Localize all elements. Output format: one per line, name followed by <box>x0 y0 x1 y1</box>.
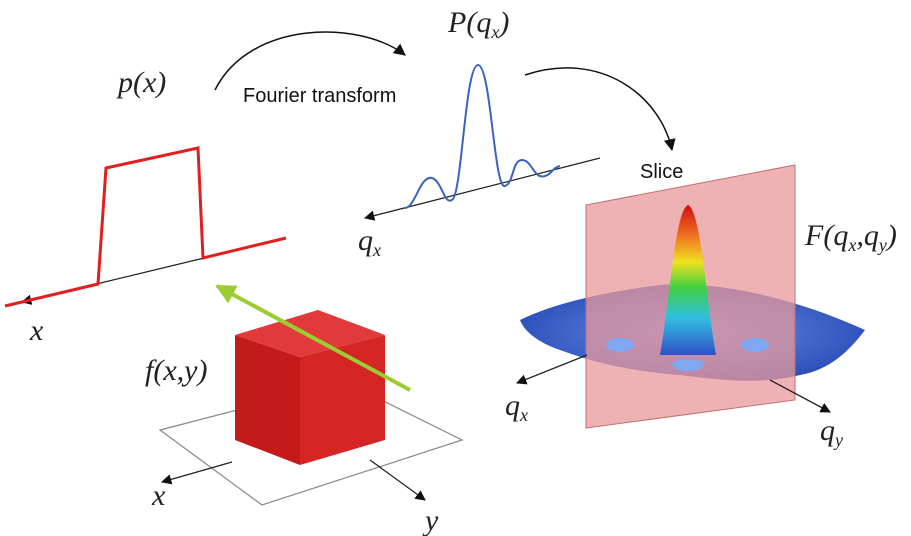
arrow <box>525 68 672 150</box>
axis <box>517 355 587 383</box>
ripple <box>672 359 704 371</box>
label: F(qx,qy) <box>804 219 897 255</box>
label: Slice <box>640 161 683 183</box>
subscript: x <box>847 235 856 255</box>
label-part: q <box>358 224 373 257</box>
subscript: x <box>519 405 528 425</box>
diagram: p(x) x Fourier transform P(qx) qx Slice … <box>0 0 911 536</box>
label: P(qx) <box>447 6 509 42</box>
arrow <box>215 32 405 90</box>
label: qx <box>358 224 381 260</box>
label-part: q <box>820 414 835 447</box>
subscript: y <box>833 430 843 450</box>
sinc-curve <box>405 65 560 208</box>
subscript: x <box>490 22 499 42</box>
label: qx <box>505 389 528 425</box>
label: f(x,y) <box>145 354 207 387</box>
label: x <box>151 479 166 512</box>
label: x <box>29 314 44 347</box>
label-part: ) <box>885 219 897 252</box>
step-curve <box>5 148 286 306</box>
ripple <box>741 338 769 352</box>
label-part: ,q <box>856 219 879 252</box>
label-part: F(q <box>804 219 848 252</box>
label: Fourier transform <box>243 85 396 107</box>
label-part: ) <box>497 6 509 39</box>
axis <box>365 158 600 218</box>
ripple <box>606 338 634 352</box>
label-part: q <box>505 389 520 422</box>
axis <box>370 460 425 500</box>
label: qy <box>820 414 843 450</box>
label: p(x) <box>116 66 166 99</box>
label: y <box>422 504 439 536</box>
subscript: y <box>877 235 887 255</box>
label-part: P(q <box>447 6 491 39</box>
subscript: x <box>372 240 381 260</box>
